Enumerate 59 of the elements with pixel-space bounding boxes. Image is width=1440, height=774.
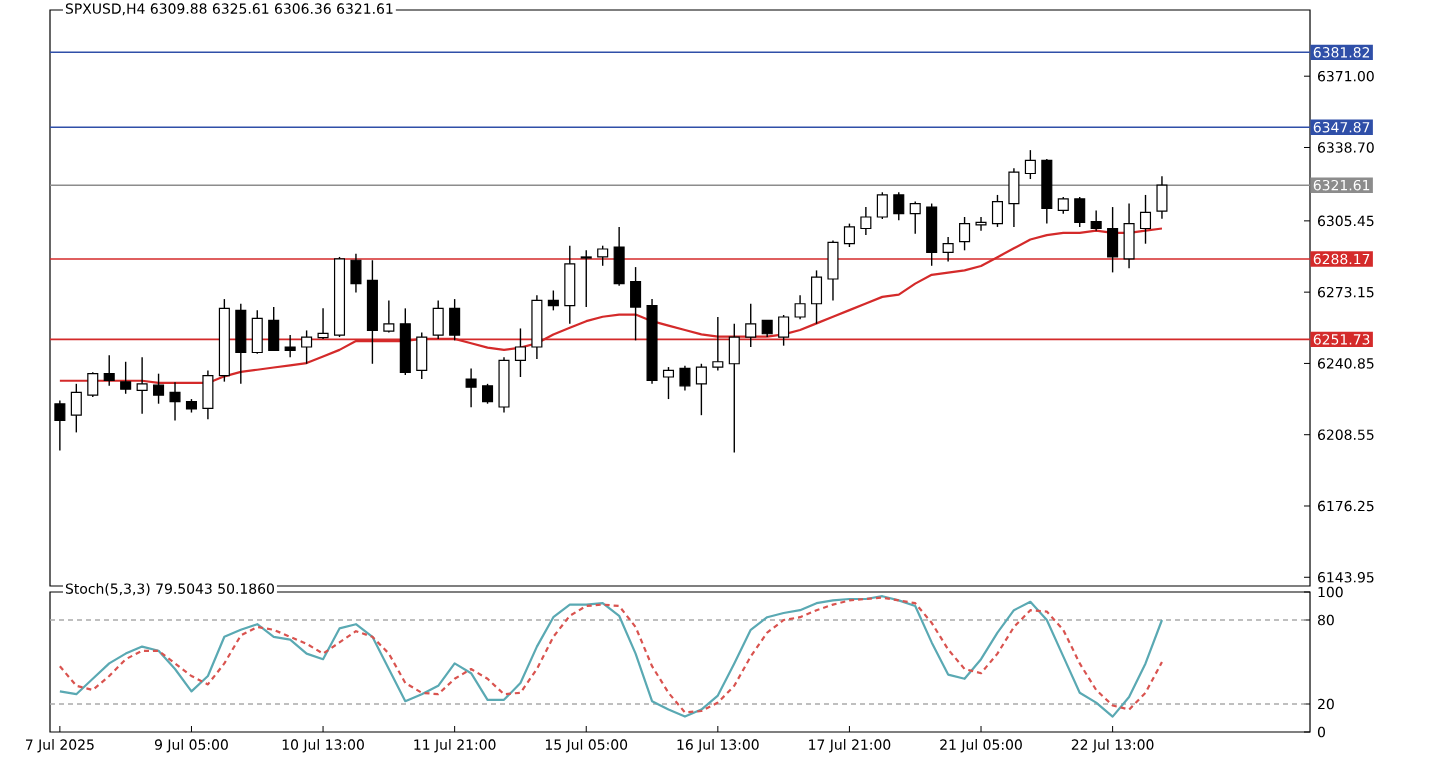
candlestick	[843, 222, 855, 248]
candlestick	[712, 316, 724, 372]
candlestick	[1090, 209, 1102, 232]
candlestick	[564, 244, 576, 325]
candlestick	[235, 303, 247, 385]
candlestick	[679, 365, 691, 392]
candlestick	[991, 194, 1004, 228]
candlestick	[1074, 196, 1086, 228]
candlestick	[70, 383, 82, 434]
candlestick	[449, 298, 461, 342]
candlestick	[975, 216, 987, 232]
candlestick	[860, 206, 872, 236]
candlestick	[202, 369, 214, 420]
candlestick	[893, 191, 905, 222]
candlestick	[597, 244, 609, 267]
candlestick	[1156, 175, 1168, 220]
candlestick	[959, 216, 971, 252]
candlestick	[514, 327, 526, 378]
candlestick	[317, 307, 329, 340]
candlestick	[794, 294, 806, 320]
candlestick	[1139, 194, 1152, 245]
candlestick	[613, 226, 625, 287]
candlestick	[301, 329, 313, 365]
candlestick	[1008, 167, 1020, 228]
candlestick	[350, 252, 362, 294]
candlestick	[728, 323, 740, 454]
candlestick	[87, 371, 99, 398]
candlestick	[778, 314, 790, 347]
candlestick	[662, 366, 675, 400]
candlestick	[580, 249, 592, 308]
candlestick	[942, 236, 954, 263]
candlestick	[630, 266, 642, 342]
candlestick	[136, 356, 148, 415]
candlestick	[482, 383, 494, 405]
candlestick	[103, 354, 115, 387]
candlestick	[416, 331, 428, 380]
candlestick	[876, 191, 888, 220]
candlestick	[926, 202, 938, 267]
candlestick	[169, 381, 181, 422]
candlestick	[498, 356, 510, 414]
candlestick	[695, 363, 707, 416]
candlestick	[1107, 206, 1119, 274]
candlestick	[383, 299, 395, 334]
candlestick	[432, 299, 444, 340]
candlestick	[531, 294, 543, 360]
candlestick	[153, 372, 165, 405]
candlestick	[909, 200, 921, 235]
candlestick	[1024, 149, 1036, 180]
candlestick	[1123, 202, 1135, 269]
candlestick	[547, 289, 559, 312]
candlestick	[251, 309, 263, 355]
candlestick	[827, 239, 839, 302]
candlestick	[284, 334, 296, 358]
candlestick	[810, 269, 823, 325]
candlestick	[54, 399, 66, 452]
candlestick	[745, 303, 757, 348]
candlestick	[465, 367, 477, 408]
candlestick	[268, 306, 280, 351]
candlestick	[120, 361, 132, 395]
